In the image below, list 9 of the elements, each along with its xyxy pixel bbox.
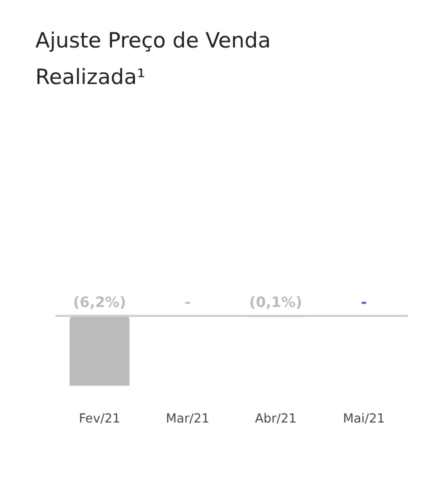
x-tick-label: Mai/21: [342, 410, 385, 426]
x-tick-label: Fev/21: [78, 410, 120, 426]
data-label: (0,1%): [249, 295, 302, 312]
x-tick-label: Abr/21: [254, 410, 297, 426]
x-tick-label: Mar/21: [166, 410, 210, 426]
chart-title: Ajuste Preço de Venda Realizada¹: [35, 28, 271, 90]
data-label: -: [360, 295, 367, 312]
data-label: (6,2%): [73, 295, 126, 312]
data-label: -: [184, 295, 191, 312]
